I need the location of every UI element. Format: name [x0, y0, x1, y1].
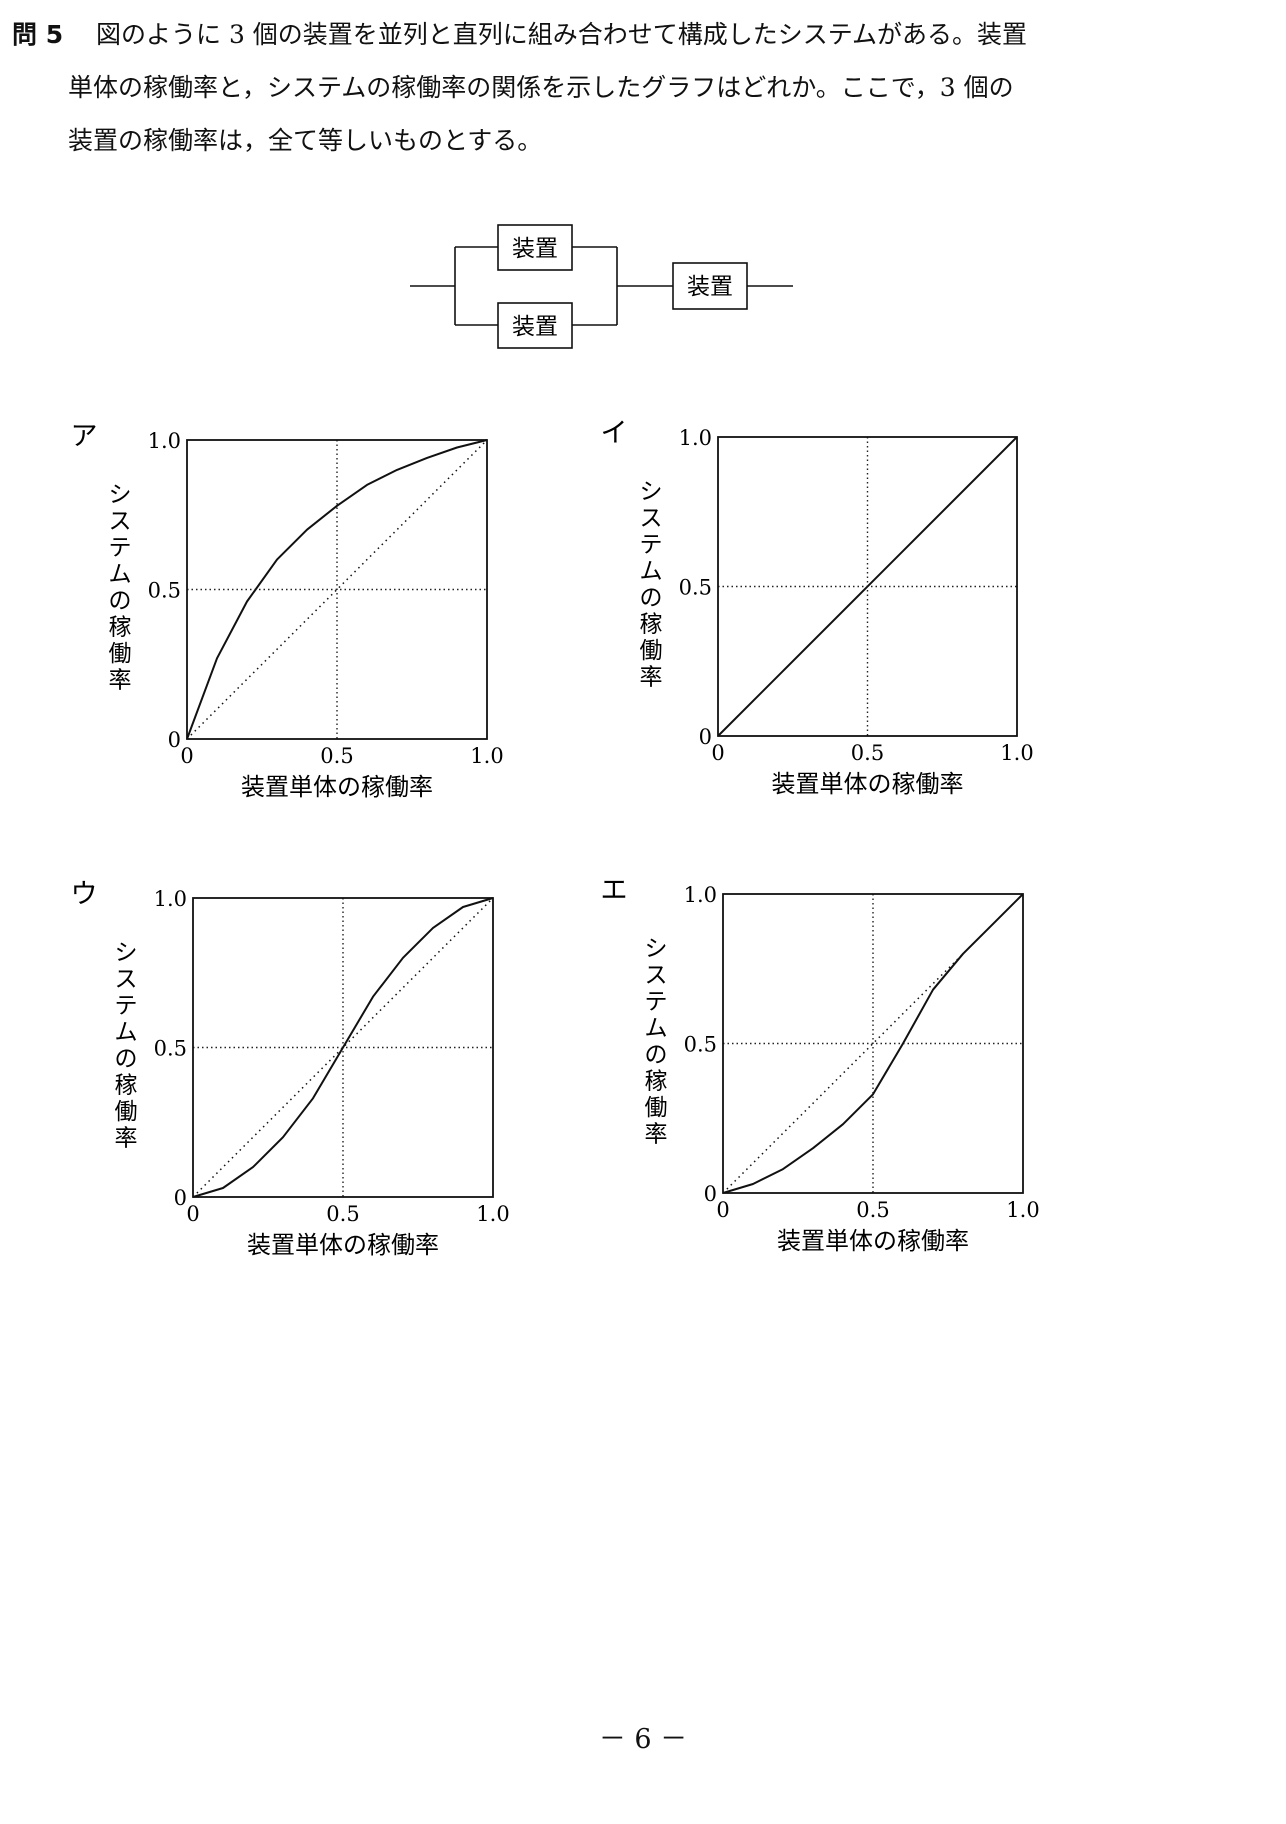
- page-number: － 6 －: [598, 1724, 688, 1755]
- x-axis-label: 装置単体の稼働率: [247, 1231, 439, 1259]
- x-tick-label: 1.0: [1006, 1198, 1039, 1222]
- series-line-reference: [186, 439, 488, 740]
- y-tick-label: 0.5: [684, 1033, 717, 1057]
- device-box-parallel-bottom: [497, 302, 573, 349]
- x-tick-label: 0: [180, 744, 193, 768]
- series-line-system: [192, 897, 494, 1198]
- y-axis-label: システムの稼働率: [645, 936, 668, 1148]
- y-axis-label: システムの稼働率: [109, 482, 132, 694]
- plot-frame: [186, 439, 488, 740]
- series-line-reference: [722, 893, 1024, 1194]
- device-label-series: 装置: [687, 274, 733, 300]
- y-tick-label: 0: [174, 1186, 187, 1210]
- y-tick-label: 1.0: [679, 426, 712, 450]
- x-axis-label: 装置単体の稼働率: [772, 770, 964, 798]
- x-tick-label: 0: [186, 1202, 199, 1226]
- y-tick-label: 0: [168, 728, 181, 752]
- option-label: ウ: [71, 879, 98, 910]
- x-tick-label: 1.0: [470, 744, 503, 768]
- option-label: ア: [71, 421, 98, 452]
- y-tick-label: 0.5: [154, 1037, 187, 1061]
- y-tick-label: 1.0: [684, 883, 717, 907]
- x-axis-label: 装置単体の稼働率: [777, 1227, 969, 1255]
- x-tick-label: 1.0: [476, 1202, 509, 1226]
- x-tick-label: 0: [716, 1198, 729, 1222]
- question-line-3: 装置の稼働率は，全て等しいものとする。: [68, 126, 543, 155]
- chart-3: 0 0.5 1.0 0 0.5 1.0 装置単体の稼働率 システムの稼働率 ウ: [71, 879, 510, 1259]
- device-box-parallel-top: [497, 224, 573, 271]
- series-line-system: [717, 436, 1018, 737]
- y-tick-label: 1.0: [154, 887, 187, 911]
- option-label: イ: [601, 418, 628, 449]
- system-diagram: 装置 装置 装置: [410, 224, 793, 349]
- x-axis-label: 装置単体の稼働率: [241, 773, 433, 801]
- series-line-reference: [192, 897, 494, 1198]
- question-number: 問 5: [12, 20, 64, 49]
- x-tick-label: 0: [711, 741, 724, 765]
- y-tick-label: 0: [704, 1182, 717, 1206]
- chart-1: 0 0.5 1.0 0 0.5 1.0 装置単体の稼働率 システムの稼働率 ア: [71, 421, 504, 801]
- device-label-parallel-top: 装置: [512, 236, 558, 262]
- y-tick-label: 0.5: [679, 576, 712, 600]
- x-tick-label: 1.0: [1000, 741, 1033, 765]
- x-tick-label: 0.5: [851, 741, 884, 765]
- plot-frame: [717, 436, 1018, 737]
- x-tick-label: 0.5: [320, 744, 353, 768]
- series-line-system: [186, 439, 488, 740]
- y-axis-label: システムの稼働率: [640, 479, 663, 691]
- question-text: 問 5 図のように 3 個の装置を並列と直列に組み合わせて構成したシステムがある。…: [12, 8, 1262, 167]
- chart-4: 0 0.5 1.0 0 0.5 1.0 装置単体の稼働率 システムの稼働率 エ: [601, 875, 1040, 1255]
- y-axis-label: システムの稼働率: [115, 940, 138, 1152]
- x-tick-label: 0.5: [326, 1202, 359, 1226]
- y-tick-label: 0: [699, 725, 712, 749]
- x-tick-label: 0.5: [856, 1198, 889, 1222]
- question-line-2: 単体の稼働率と，システムの稼働率の関係を示したグラフはどれか。ここで，3 個の: [68, 73, 1014, 102]
- y-tick-label: 0.5: [148, 579, 181, 603]
- device-box-series: [672, 262, 748, 310]
- device-label-parallel-bottom: 装置: [512, 314, 558, 340]
- plot-frame: [722, 893, 1024, 1194]
- y-tick-label: 1.0: [148, 429, 181, 453]
- option-label: エ: [601, 875, 628, 906]
- question-line-1: 問 5 図のように 3 個の装置を並列と直列に組み合わせて構成したシステムがある。…: [12, 8, 1262, 61]
- chart-2: 0 0.5 1.0 0 0.5 1.0 装置単体の稼働率 システムの稼働率 イ: [601, 418, 1034, 798]
- plot-frame: [192, 897, 494, 1198]
